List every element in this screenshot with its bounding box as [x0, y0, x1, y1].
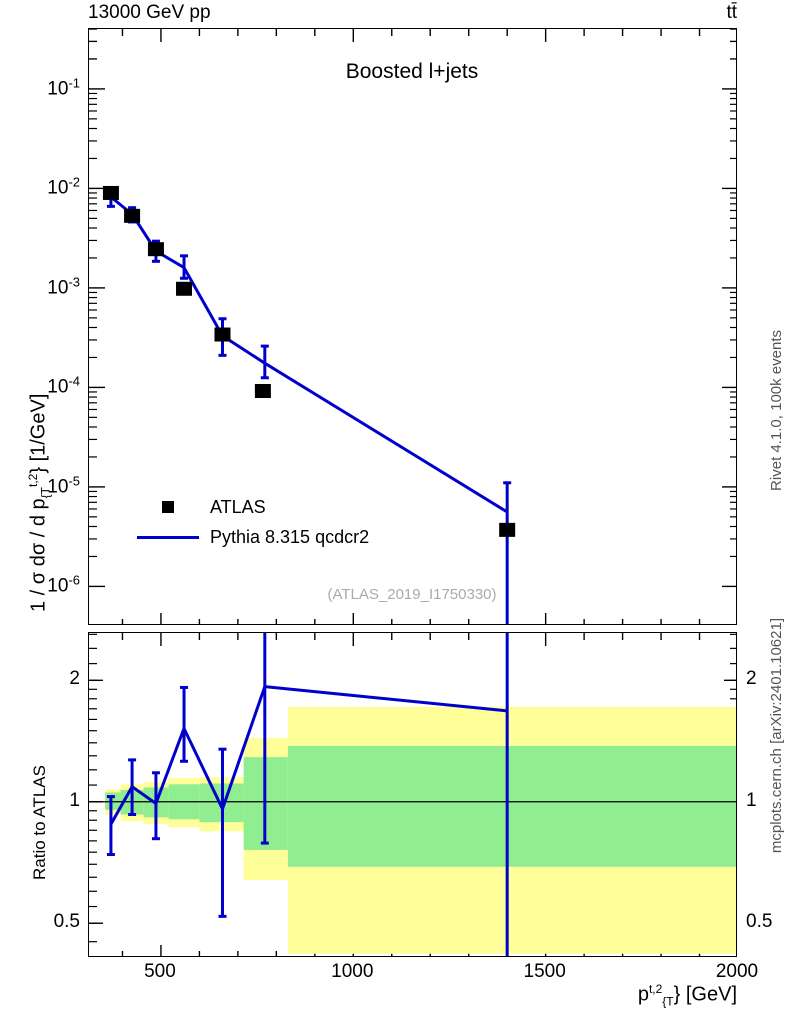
- y-tick-label-main-5: 10-6: [47, 572, 80, 598]
- x-tick-label-2: 1500: [523, 961, 566, 982]
- y-tick-label-main-2: 10-3: [47, 274, 80, 299]
- y-tick-label-main-1: 10-2: [47, 174, 80, 200]
- mc-error-bar: [503, 481, 512, 624]
- x-tick-label-0: 500: [144, 961, 176, 982]
- x-axis-label-sup: t,2: [648, 982, 663, 996]
- main-plot-svg: [89, 29, 736, 624]
- y-axis-label-ratio: Ratio to ATLAS: [30, 765, 49, 880]
- legend-marker-square-icon: [130, 501, 206, 513]
- analysis-watermark: (ATLAS_2019_I1750330): [327, 586, 497, 603]
- data-marker: [499, 522, 516, 537]
- data-marker: [124, 208, 141, 223]
- ratio-plot-svg: [89, 633, 736, 956]
- y-tick-label-main-4: 10-5: [47, 473, 80, 498]
- mcplots-credit-label: mcplots.cern.ch [arXiv:2401.10621]: [768, 618, 785, 854]
- data-marker: [102, 185, 119, 200]
- ratio-y-tick-label-right-2: 0.5: [746, 911, 773, 933]
- ratio-plot-panel: [88, 632, 737, 957]
- ratio-y-tick-label-left-0: 2: [69, 668, 80, 690]
- legend: ATLAS Pythia 8.315 qcdcr2: [130, 492, 369, 552]
- x-axis-label-base: p: [637, 983, 649, 1006]
- ratio-band-inner: [105, 792, 121, 810]
- mc-error-bar: [180, 254, 189, 280]
- ratio-error-bar: [106, 795, 115, 857]
- y-tick-label-main-3: 10-4: [47, 373, 80, 399]
- mc-error-bar: [260, 344, 269, 380]
- header-beam-info: 13000 GeV pp: [88, 2, 211, 23]
- x-axis-label: pt,2{T} [GeV]: [638, 982, 737, 1009]
- ratio-y-tick-label-left-1: 1: [69, 789, 80, 811]
- legend-entry-atlas: ATLAS: [130, 492, 369, 522]
- x-axis-label-sub: {T: [662, 994, 674, 1009]
- legend-label-pythia: Pythia 8.315 qcdcr2: [210, 526, 370, 547]
- ratio-y-tick-label-right-0: 2: [746, 668, 757, 690]
- legend-label-atlas: ATLAS: [210, 496, 266, 517]
- legend-entry-pythia: Pythia 8.315 qcdcr2: [130, 522, 369, 552]
- x-tick-label-3: 2000: [715, 961, 759, 982]
- data-marker: [254, 384, 271, 399]
- ratio-band-inner: [287, 745, 736, 867]
- data-marker: [214, 327, 231, 342]
- x-axis-label-tail: } [GeV]: [673, 983, 737, 1006]
- main-plot-clip: [89, 29, 736, 624]
- legend-marker-line-icon: [130, 535, 206, 539]
- data-marker: [176, 281, 193, 296]
- plot-title: Boosted l+jets: [345, 60, 479, 83]
- ratio-error-bar: [218, 747, 227, 918]
- rivet-version-label: Rivet 4.1.0, 100k events: [768, 330, 785, 491]
- x-tick-label-1: 1000: [331, 961, 374, 982]
- ratio-error-bar: [151, 771, 160, 841]
- main-plot-panel: [88, 28, 737, 625]
- mc-line: [109, 195, 508, 514]
- header-process-label: tt̄: [726, 2, 737, 23]
- ratio-plot-clip: [89, 633, 736, 956]
- ratio-y-tick-label-right-1: 1: [746, 789, 757, 811]
- y-tick-label-main-0: 10-1: [47, 75, 80, 100]
- ratio-error-bar: [180, 685, 189, 763]
- ratio-error-bar: [260, 633, 269, 845]
- ratio-y-tick-label-left-2: 0.5: [53, 911, 80, 933]
- ratio-error-bar: [128, 758, 137, 816]
- data-marker: [147, 242, 164, 257]
